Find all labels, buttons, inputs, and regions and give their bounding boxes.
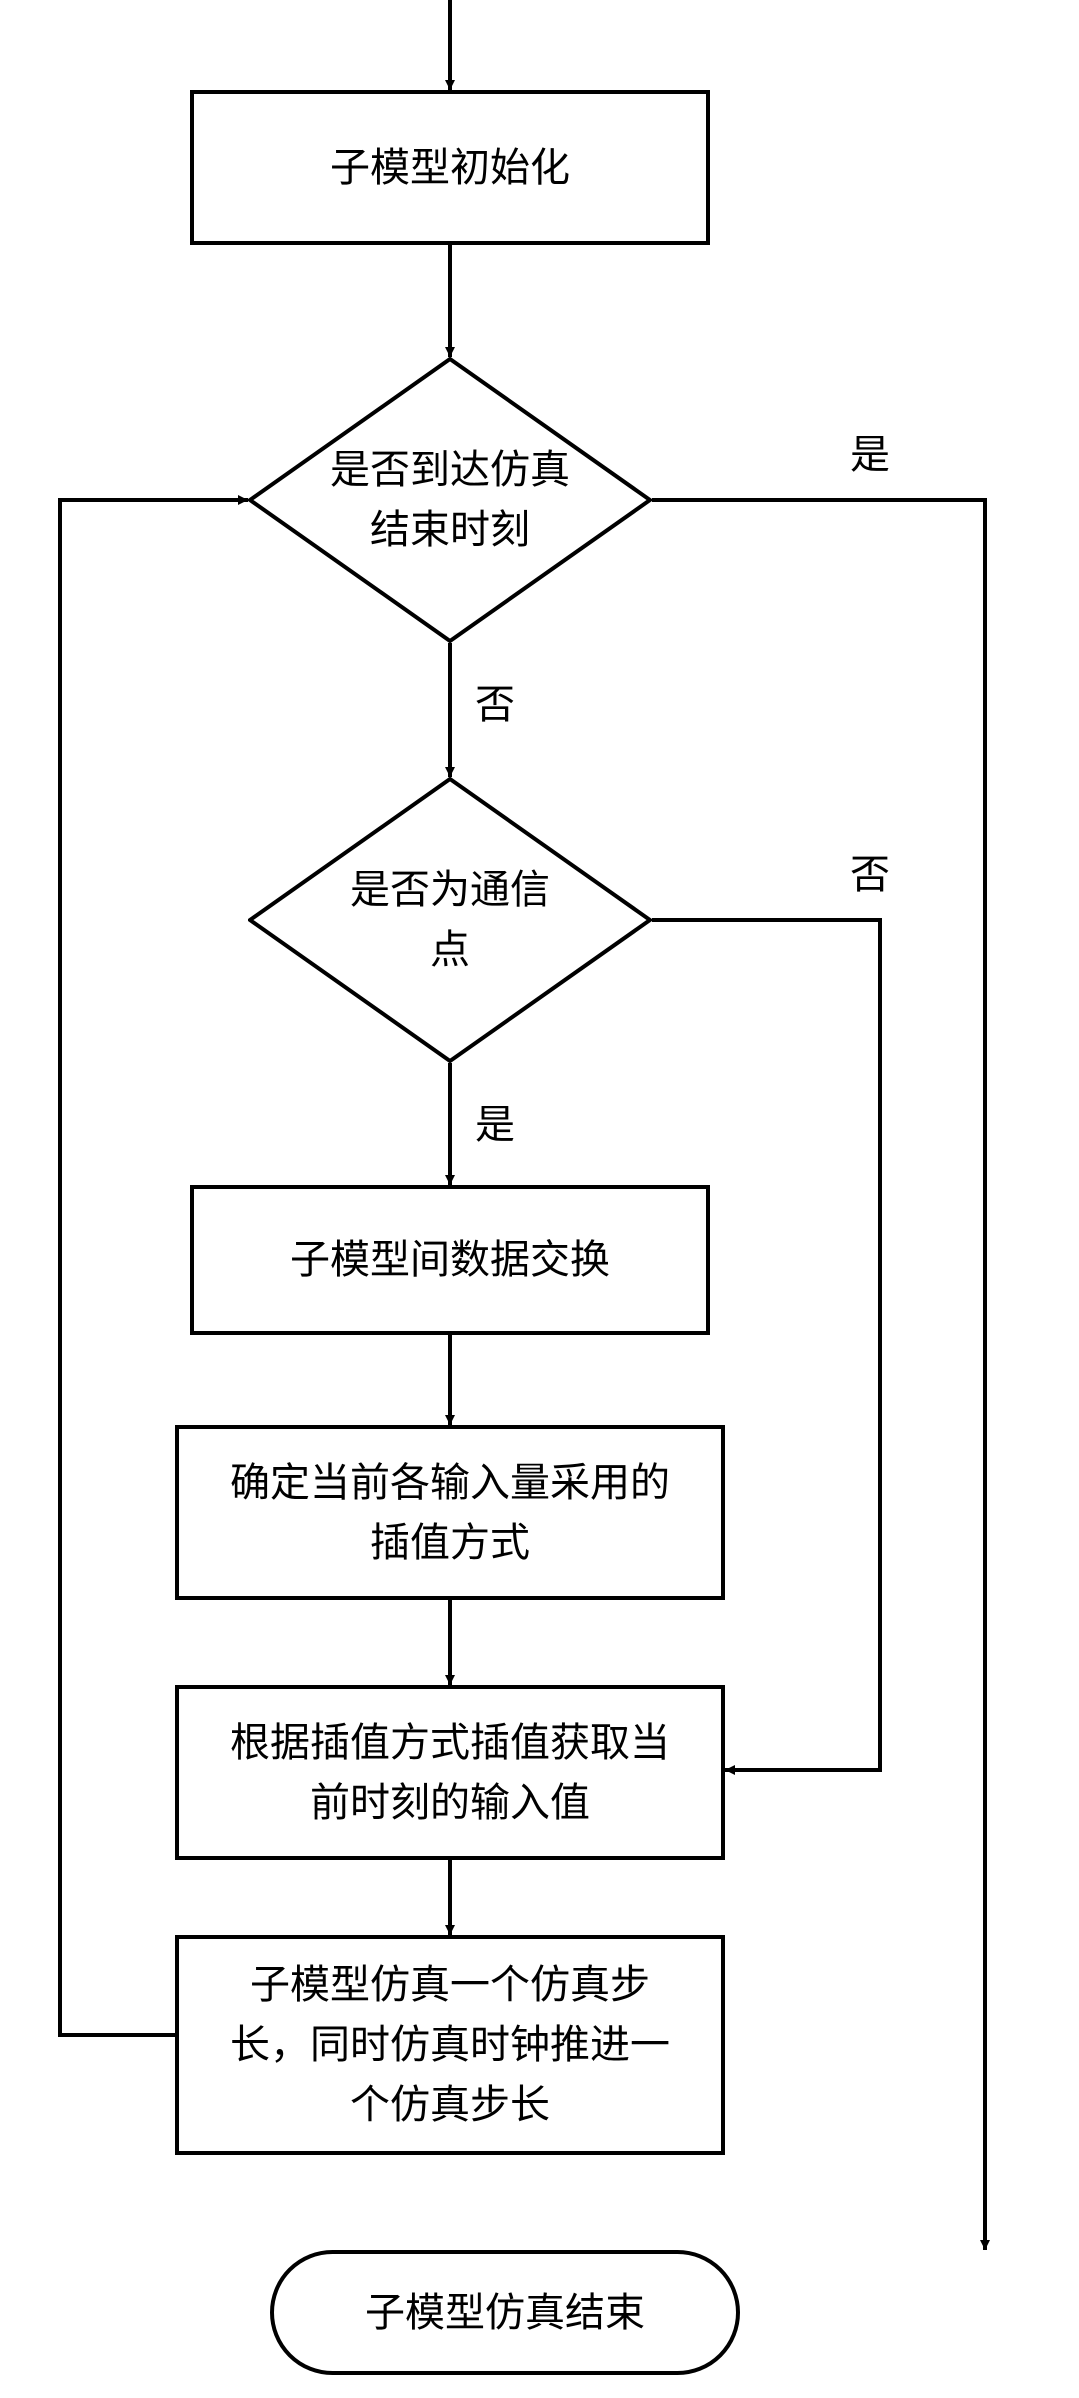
node-init: 子模型初始化: [190, 90, 710, 245]
node-determine-interp-label: 确定当前各输入量采用的 插值方式: [230, 1453, 670, 1573]
label-n2-no-text: 否: [475, 682, 515, 727]
node-sim-step-label: 子模型仿真一个仿真步 长，同时仿真时钟推进一 个仿真步长: [230, 1955, 670, 2135]
label-n2-yes: 是: [850, 425, 890, 485]
node-reach-end-label: 是否到达仿真 结束时刻: [330, 440, 570, 560]
node-interp-value: 根据插值方式插值获取当 前时刻的输入值: [175, 1685, 725, 1860]
node-end: 子模型仿真结束: [270, 2250, 740, 2375]
node-init-label: 子模型初始化: [330, 138, 570, 198]
node-reach-end-decision: 是否到达仿真 结束时刻: [248, 357, 652, 643]
node-interp-value-label: 根据插值方式插值获取当 前时刻的输入值: [230, 1713, 670, 1833]
label-n2-no: 否: [475, 675, 515, 735]
node-end-label: 子模型仿真结束: [365, 2283, 645, 2343]
label-n3-yes-text: 是: [475, 1102, 515, 1147]
node-comm-point-decision: 是否为通信 点: [248, 777, 652, 1063]
node-sim-step: 子模型仿真一个仿真步 长，同时仿真时钟推进一 个仿真步长: [175, 1935, 725, 2155]
label-n3-no: 否: [850, 845, 890, 905]
label-n3-yes: 是: [475, 1095, 515, 1155]
label-n3-no-text: 否: [850, 852, 890, 897]
node-comm-point-label: 是否为通信 点: [350, 860, 550, 980]
label-n2-yes-text: 是: [850, 432, 890, 477]
node-determine-interp: 确定当前各输入量采用的 插值方式: [175, 1425, 725, 1600]
node-data-exchange-label: 子模型间数据交换: [290, 1230, 610, 1290]
node-data-exchange: 子模型间数据交换: [190, 1185, 710, 1335]
